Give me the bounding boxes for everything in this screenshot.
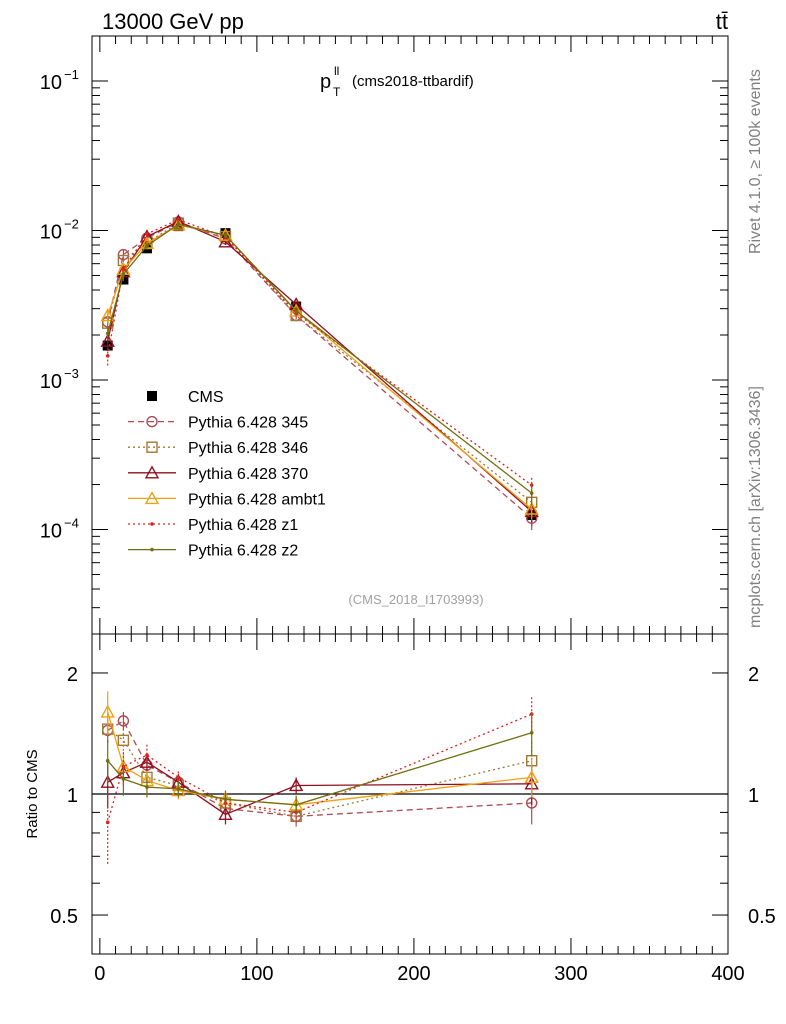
x-tick-label: 100 xyxy=(240,963,273,985)
ratio-point xyxy=(529,730,534,735)
ratio-y-tick-label-left: 0.5 xyxy=(50,906,78,928)
legend-entry-cms: CMS xyxy=(147,389,224,406)
plot-title-sub: T xyxy=(333,85,341,99)
x-tick-label: 400 xyxy=(711,963,744,985)
ratio-y-tick-label-right: 1 xyxy=(748,785,759,807)
process-label: tt̄ xyxy=(716,9,728,34)
legend-marker xyxy=(150,522,154,526)
ratio-point xyxy=(117,715,130,727)
ratio-point xyxy=(117,734,130,747)
ratio-point xyxy=(121,777,126,781)
ratio-y-tick-labels: 0.5 0.5 1 1 2 2 xyxy=(50,664,776,928)
legend-entry-pythia-6-428-345: Pythia 6.428 345 xyxy=(128,415,308,432)
legend-marker xyxy=(146,415,158,428)
analysis-id: (CMS_2018_I1703993) xyxy=(348,592,483,607)
legend-entry-pythia-6-428-370: Pythia 6.428 370 xyxy=(128,465,308,483)
ratio-point xyxy=(223,797,228,802)
main-point xyxy=(176,222,181,227)
ratio-y-tick-label-left: 2 xyxy=(67,664,78,686)
ratio-point xyxy=(176,775,181,780)
ratio-point xyxy=(288,778,304,792)
main-point xyxy=(218,234,233,248)
main-point xyxy=(105,331,110,336)
ratio-point xyxy=(100,774,115,788)
main-y-tick-label: 10 xyxy=(40,521,62,543)
main-y-tick-label: 10 xyxy=(40,371,62,393)
legend-entry-pythia-6-428-346: Pythia 6.428 346 xyxy=(128,440,308,457)
legend-label: Pythia 6.428 346 xyxy=(188,440,308,457)
energy-label: 13000 GeV pp xyxy=(102,9,244,34)
ratio-point xyxy=(105,758,110,763)
legend-label: Pythia 6.428 z2 xyxy=(188,543,298,560)
main-y-tick-exponent: −1 xyxy=(64,67,79,82)
legend-entry-pythia-6-428-z2: Pythia 6.428 z2 xyxy=(128,543,298,560)
legend-label: Pythia 6.428 370 xyxy=(188,466,308,483)
legend-entry-pythia-6-428-z1: Pythia 6.428 z1 xyxy=(128,517,298,534)
main-y-tick-label: 10 xyxy=(40,72,62,94)
main-series-pythia-6-428-z2 xyxy=(105,221,534,506)
legend-label: Pythia 6.428 z1 xyxy=(188,517,298,534)
plot-title-var: p xyxy=(320,71,331,93)
main-point xyxy=(105,354,110,358)
legend-label: Pythia 6.428 345 xyxy=(188,415,308,432)
ratio-axis-ticks xyxy=(92,634,729,955)
ratio-point xyxy=(100,704,115,718)
legend-entry-pythia-6-428-ambt1: Pythia 6.428 ambt1 xyxy=(128,490,326,508)
legend-label: Pythia 6.428 ambt1 xyxy=(188,491,326,508)
legend: CMS Pythia 6.428 345 Pythia 6.428 346 Pythi… xyxy=(128,389,326,560)
ratio-point xyxy=(145,753,149,757)
ratio-ylabel: Ratio to CMS xyxy=(24,749,41,838)
main-y-tick-exponent: −3 xyxy=(64,366,79,381)
main-y-tick-exponent: −2 xyxy=(64,217,79,232)
mcplots-label: mcplots.cern.ch [arXiv:1306.3436] xyxy=(747,386,764,628)
ratio-y-tick-label-right: 0.5 xyxy=(748,906,776,928)
x-tick-label: 0 xyxy=(94,963,105,985)
ratio-point xyxy=(294,803,298,807)
ratio-point xyxy=(145,785,149,789)
main-point xyxy=(524,501,539,515)
x-tick-label: 200 xyxy=(397,963,430,985)
ratio-y-tick-label-left: 1 xyxy=(67,785,78,807)
legend-marker xyxy=(150,547,154,552)
ratio-point xyxy=(524,769,539,784)
main-point xyxy=(294,309,298,313)
main-point xyxy=(223,233,228,238)
main-series-layer xyxy=(100,213,539,531)
legend-marker xyxy=(144,490,160,505)
main-y-tick-exponent: −4 xyxy=(64,516,79,531)
main-point xyxy=(117,248,130,261)
plot-title: p ll T (cms2018-ttbardif) xyxy=(320,64,474,99)
legend-marker xyxy=(147,391,157,401)
main-y-tick-label: 10 xyxy=(40,222,62,244)
ratio-point xyxy=(105,820,110,825)
legend-marker xyxy=(144,465,160,479)
ratio-point xyxy=(218,806,233,821)
main-point xyxy=(529,491,534,495)
main-point xyxy=(145,244,149,248)
x-tick-labels: 0 100 200 300 400 xyxy=(94,963,744,985)
main-point xyxy=(121,272,126,277)
main-point xyxy=(176,217,181,222)
ratio-series-layer xyxy=(100,691,539,864)
rivet-version-label: Rivet 4.1.0, ≥ 100k events xyxy=(747,69,764,254)
x-tick-label: 300 xyxy=(554,963,587,985)
main-point xyxy=(100,308,115,322)
ratio-series-pythia-6-428-z2 xyxy=(105,711,534,815)
plot-title-text: (cms2018-ttbardif) xyxy=(352,73,474,90)
ratio-point xyxy=(139,754,155,768)
legend-label: CMS xyxy=(188,389,224,406)
plot-title-sup: ll xyxy=(334,64,339,78)
main-point xyxy=(145,232,149,236)
main-y-tick-labels: 10−110−210−310−4 xyxy=(40,67,79,543)
ratio-point xyxy=(176,787,181,791)
legend-marker xyxy=(146,441,158,453)
main-axis-ticks xyxy=(92,35,729,635)
ratio-y-tick-label-right: 2 xyxy=(748,664,759,686)
